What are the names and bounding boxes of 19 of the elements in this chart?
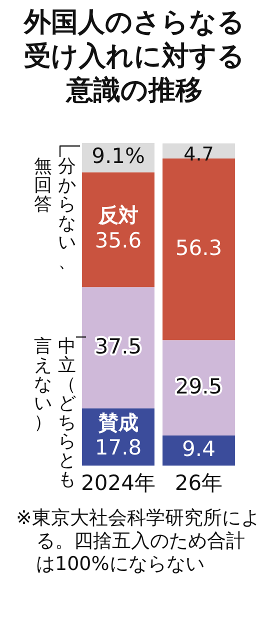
data-label: 9.1% xyxy=(92,144,145,168)
bar xyxy=(82,172,154,288)
data-label: 17.8 xyxy=(94,436,142,460)
data-label: 9.4 xyxy=(182,437,216,462)
chart-title: 外国人のさらなる受け入れに対する意識の推移 xyxy=(22,6,246,108)
series-label: 賛成 xyxy=(97,410,138,434)
bar xyxy=(162,435,235,466)
data-label: 35.6 xyxy=(94,228,142,252)
bar xyxy=(82,287,154,408)
text: 分からない、無回答 xyxy=(34,156,76,272)
x-tick-label: 26年 xyxy=(174,470,223,495)
data-label: 37.5 xyxy=(94,334,142,358)
bar xyxy=(162,340,235,436)
series-label: 反対 xyxy=(97,203,138,228)
data-label: 29.5 xyxy=(175,374,222,398)
data-label: 56.3 xyxy=(175,236,222,260)
text: 中立（どちらとも言えない） xyxy=(34,336,76,490)
text: ※東京大社会科学研究所による。四捨五入のため合計は100%にならない xyxy=(15,506,261,576)
x-tick-label: 2024年 xyxy=(81,470,156,495)
